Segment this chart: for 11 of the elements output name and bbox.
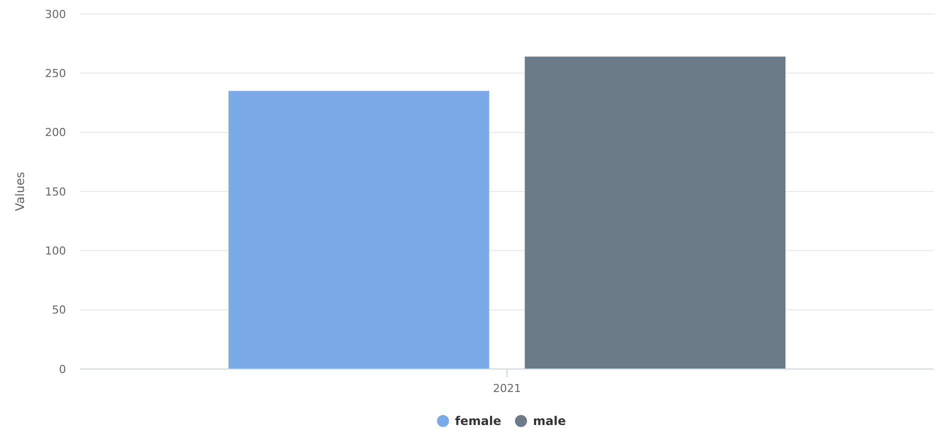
legend-label: female [455,414,502,428]
legend-label: male [533,414,566,428]
y-tick-label: 250 [45,67,66,80]
y-tick-label: 300 [45,8,66,21]
y-tick-label: 50 [52,304,66,317]
y-tick-label: 150 [45,185,66,198]
y-tick-label: 200 [45,126,66,140]
y-tick-label: 100 [45,244,66,258]
y-tick-label: 0 [59,362,66,376]
y-axis-title: Values [13,172,27,212]
x-tick-label: 2021 [493,382,521,395]
